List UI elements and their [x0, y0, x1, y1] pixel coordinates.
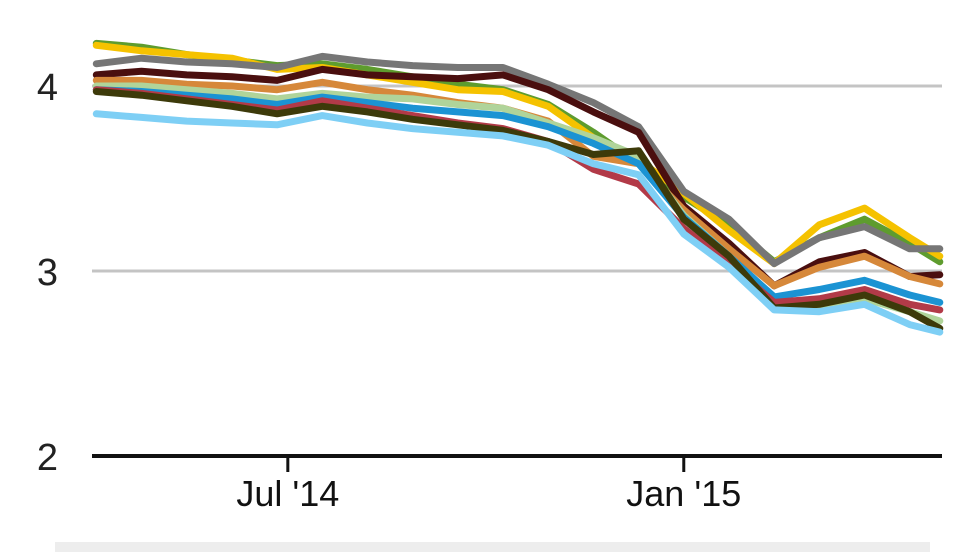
axes: 2 3 4 Jul '14 Jan '15 — [37, 67, 942, 514]
series-line-2 — [92, 41, 944, 268]
series-line-10 — [92, 110, 944, 336]
y-tick-label: 3 — [37, 252, 58, 294]
series-lines — [92, 39, 944, 336]
y-tick-label: 4 — [37, 67, 58, 109]
x-tick-label: Jul '14 — [236, 473, 339, 514]
scroll-track — [55, 542, 930, 552]
y-tick-label: 2 — [37, 437, 58, 479]
series-line-3 — [92, 52, 944, 268]
series-line-7 — [92, 86, 944, 306]
series-line-9 — [92, 88, 944, 332]
series-line-4 — [92, 65, 944, 290]
x-tick-label: Jan '15 — [626, 473, 741, 514]
